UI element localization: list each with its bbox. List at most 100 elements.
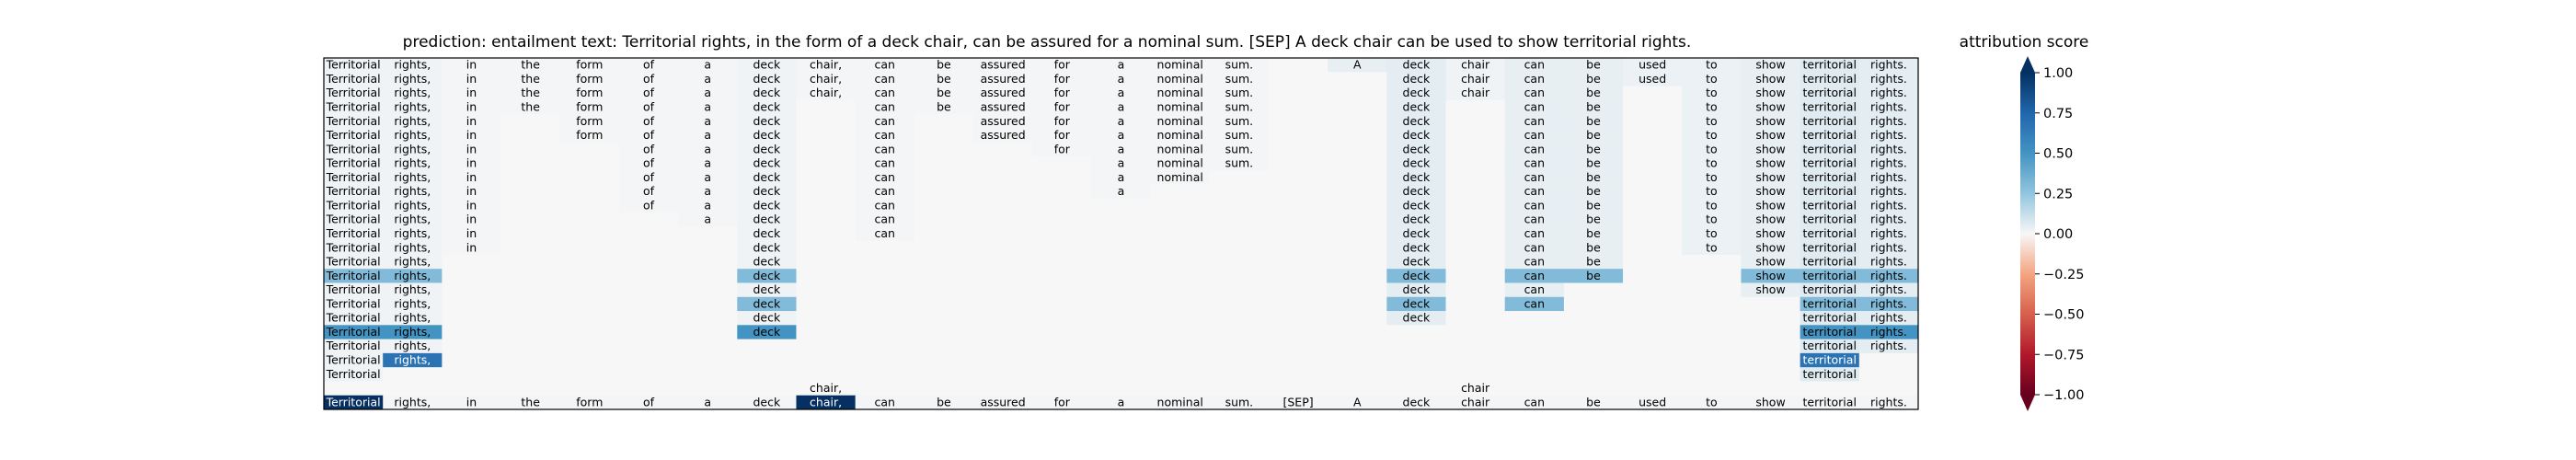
heatmap-row-token-label: show	[1755, 128, 1785, 142]
heatmap-row-cell	[324, 282, 384, 298]
heatmap-row-token-label: show	[1755, 86, 1785, 99]
heatmap-row-token-label: deck	[753, 72, 781, 86]
heatmap-row-cell	[1209, 282, 1270, 298]
heatmap-row-cell	[324, 269, 384, 283]
heatmap-row-token-label: sum.	[1225, 58, 1254, 72]
heatmap-row-cell	[1328, 339, 1387, 354]
heatmap-row-cell	[442, 269, 501, 283]
heatmap-row-token-label: show	[1755, 213, 1785, 226]
heatmap-row-cell	[1268, 381, 1328, 397]
heatmap-row-cell	[678, 128, 738, 143]
heatmap-row-token-label: rights,	[394, 198, 431, 212]
heatmap-row-cell	[1386, 352, 1446, 368]
heatmap-row-token-label: can	[875, 86, 895, 99]
heatmap-row-cell	[1150, 213, 1211, 227]
heatmap-row-cell	[1504, 381, 1565, 397]
heatmap-row-cell	[1209, 184, 1270, 200]
heatmap-row-token-label: deck	[753, 99, 781, 113]
heatmap-row-cell	[1386, 282, 1446, 298]
heatmap-row-cell	[383, 99, 443, 115]
heatmap-row-token-label: chair	[1461, 58, 1490, 72]
heatmap-row-token-label: the	[521, 72, 540, 86]
final-row-cell	[559, 395, 620, 410]
heatmap-row-cell	[678, 155, 738, 171]
heatmap-row-cell	[1623, 213, 1683, 227]
heatmap-row-token-label: deck	[1403, 142, 1431, 155]
final-row-token-label: a	[1118, 395, 1125, 408]
heatmap-row-token-label: to	[1706, 58, 1718, 72]
heatmap-row-cell	[1741, 198, 1800, 213]
heatmap-row-cell	[1209, 155, 1270, 171]
heatmap-row-cell	[1268, 367, 1328, 382]
heatmap-row-cell	[442, 58, 501, 73]
heatmap-row-token-label: rights.	[1870, 269, 1907, 282]
final-row-cell	[500, 395, 561, 410]
heatmap-row-cell	[1328, 198, 1387, 213]
heatmap-row-token-label: deck	[1403, 213, 1431, 226]
heatmap-row-cell	[1445, 58, 1506, 73]
heatmap-row-token-label: Territorial	[326, 325, 381, 339]
heatmap-row-token-label: can	[1524, 99, 1545, 113]
heatmap-row-token-label: deck	[753, 269, 781, 282]
final-row-token-label: a	[704, 395, 711, 408]
final-row-token-label: Territorial	[326, 395, 381, 408]
heatmap-row-cell	[1091, 213, 1151, 227]
heatmap-row-token-label: Territorial	[326, 367, 381, 381]
heatmap-row-cell	[383, 311, 443, 326]
heatmap-row-cell	[1032, 114, 1092, 129]
heatmap-row-cell	[973, 114, 1033, 129]
heatmap-row-token-label: territorial	[1803, 170, 1857, 184]
heatmap-row-cell	[914, 213, 974, 227]
heatmap-row-token-label: deck	[753, 198, 781, 212]
heatmap-row-token-label: chair	[1461, 72, 1490, 86]
colorbar-gradient	[2020, 73, 2035, 395]
heatmap-row-cell	[324, 311, 384, 326]
heatmap-row-cell	[324, 352, 384, 368]
heatmap-row-token-label: territorial	[1803, 58, 1857, 72]
heatmap-row-token-label: show	[1755, 240, 1785, 254]
heatmap-row-cell	[618, 72, 679, 86]
heatmap-row-token-label: to	[1706, 170, 1718, 184]
heatmap-row-cell	[1563, 381, 1624, 397]
heatmap-row-cell	[1091, 184, 1151, 200]
heatmap-row-cell	[442, 72, 501, 86]
heatmap-row-cell	[1741, 170, 1800, 185]
heatmap-row-token-label: can	[875, 213, 895, 226]
heatmap-row-cell	[1386, 325, 1446, 339]
heatmap-row-token-label: rights.	[1870, 325, 1907, 339]
heatmap-row-cell	[1682, 254, 1742, 270]
heatmap-row-token-label: can	[1524, 128, 1545, 142]
heatmap-row-cell	[1032, 155, 1092, 171]
heatmap-row-cell	[500, 352, 561, 368]
heatmap-row-cell	[559, 269, 620, 283]
heatmap-row-cell	[1504, 339, 1565, 354]
colorbar-tick-label: −0.25	[2043, 268, 2084, 282]
heatmap-row-cell	[1091, 142, 1151, 157]
heatmap-row-cell	[855, 198, 915, 213]
heatmap-row-cell	[678, 170, 738, 185]
heatmap-row-cell	[914, 381, 974, 397]
heatmap-row-cell	[1150, 240, 1211, 256]
heatmap-row-token-label: rights,	[394, 86, 431, 99]
final-row-cell	[1209, 395, 1270, 410]
heatmap-row-cell	[1032, 72, 1092, 86]
heatmap-row-cell	[914, 352, 974, 368]
heatmap-row-cell	[1623, 352, 1683, 368]
heatmap-row-cell	[796, 58, 856, 73]
heatmap-row-token-label: used	[1639, 58, 1666, 72]
heatmap-row-cell	[1032, 282, 1092, 298]
heatmap-row-cell	[1150, 296, 1211, 312]
heatmap-row-cell	[1504, 155, 1565, 171]
heatmap-row-cell	[324, 128, 384, 143]
heatmap-row-token-label: assured	[981, 128, 1026, 142]
final-row-token-label: show	[1755, 395, 1785, 408]
heatmap-row-cell	[1563, 128, 1624, 143]
heatmap-row-cell	[1386, 381, 1446, 397]
heatmap-row-token-label: territorial	[1803, 198, 1857, 212]
heatmap-row-token-label: deck	[753, 255, 781, 269]
heatmap-row-token-label: be	[1586, 213, 1601, 226]
heatmap-row-cell	[442, 367, 501, 382]
heatmap-row-cell	[1623, 240, 1683, 256]
heatmap-row-token-label: assured	[981, 58, 1026, 72]
heatmap-row-cell	[1682, 352, 1742, 368]
